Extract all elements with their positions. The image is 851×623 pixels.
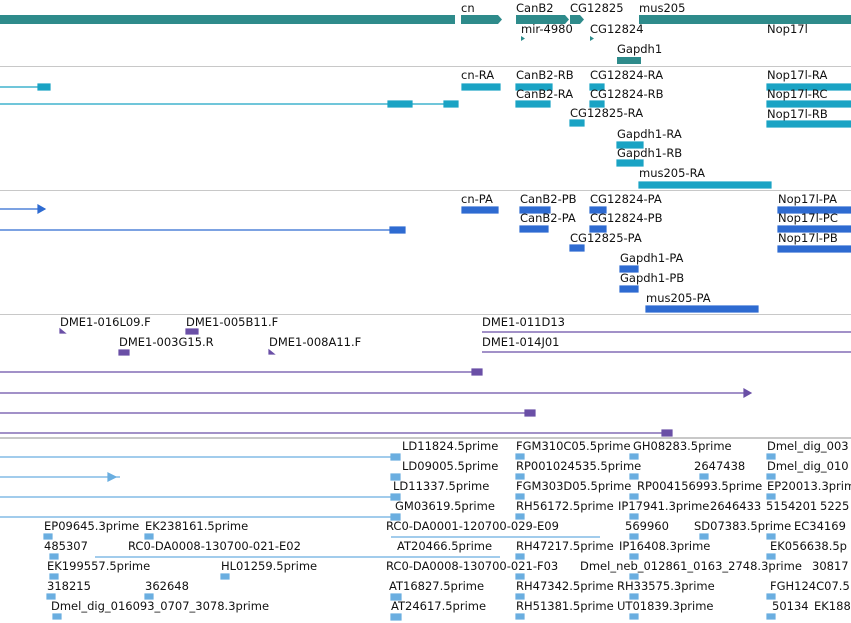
est-track [0, 438, 851, 623]
est-label[interactable]: 2647438 [694, 459, 746, 473]
est-features[interactable] [0, 453, 776, 621]
est-label[interactable]: FGM310C05.5prime [516, 439, 631, 453]
est-label[interactable]: 30817 [812, 559, 849, 573]
clone-label[interactable]: DME1-016L09.F [60, 315, 151, 329]
protein-label[interactable]: Nop17l-PC [778, 211, 838, 225]
est-label[interactable]: EC34169 [794, 519, 846, 533]
gene-label-gapdh1[interactable]: Gapdh1 [617, 42, 663, 56]
est-label[interactable]: 50134 [772, 599, 809, 613]
est-label[interactable]: RH47342.5prime [516, 579, 614, 593]
est-label[interactable]: FGH124C07.5 [770, 579, 850, 593]
protein-label[interactable]: mus205-PA [646, 291, 711, 305]
est-label[interactable]: EP09645.3prime [44, 519, 140, 533]
est-label[interactable]: EK199557.5prime [47, 559, 151, 573]
est-label[interactable]: GH08283.5prime [633, 439, 732, 453]
protein-features[interactable] [0, 203, 851, 313]
est-label[interactable]: Dmel_dig_016093_0707_3078.3prime [51, 599, 270, 613]
est-label[interactable]: 362648 [145, 579, 189, 593]
est-label[interactable]: RP004156993.5prime [637, 479, 763, 493]
est-label[interactable]: RH51381.5prime [516, 599, 614, 613]
est-label[interactable]: RH47217.5prime [516, 539, 614, 553]
est-label[interactable]: IP16408.3prime [619, 539, 711, 553]
protein-label[interactable]: cn-PA [461, 192, 493, 206]
clone-label[interactable]: DME1-014J01 [482, 335, 560, 349]
transcript-label[interactable]: CanB2-RA [516, 87, 574, 101]
clone-label[interactable]: DME1-003G15.R [119, 335, 214, 349]
est-label[interactable]: 318215 [47, 579, 91, 593]
est-label[interactable]: Dmel_dig_003 [767, 439, 849, 453]
est-label[interactable]: RC0-DA0008-130700-021-E02 [128, 539, 301, 553]
transcript-label[interactable]: Nop17l-RA [767, 68, 828, 82]
protein-label[interactable]: Nop17l-PA [778, 192, 837, 206]
est-label[interactable]: 485307 [44, 539, 88, 553]
transcript-label[interactable]: CanB2-RB [516, 68, 574, 82]
transcript-label[interactable]: Nop17l-RC [767, 87, 828, 101]
protein-label[interactable]: CG12824-PA [590, 192, 662, 206]
est-label[interactable]: EK238161.5prime [145, 519, 249, 533]
gene-label-mus205[interactable]: mus205 [639, 1, 686, 15]
est-label[interactable]: RP001024535.5prime [516, 459, 642, 473]
est-label[interactable]: 2646433 [710, 499, 762, 513]
est-label[interactable]: Dmel_neb_012861_0163_2748.3prime [580, 559, 802, 573]
clone-label[interactable]: DME1-008A11.F [269, 335, 362, 349]
gene-label-cg12825[interactable]: CG12825 [570, 1, 624, 15]
protein-label[interactable]: Nop17l-PB [778, 231, 838, 245]
protein-label[interactable]: CanB2-PA [520, 211, 576, 225]
transcript-features[interactable] [0, 83, 851, 189]
est-label[interactable]: RC0-DA0008-130700-021-F03 [386, 559, 559, 573]
est-label[interactable]: AT24617.5prime [391, 599, 487, 613]
est-label[interactable]: SD07383.5prime [694, 519, 792, 533]
est-label[interactable]: AT16827.5prime [389, 579, 485, 593]
est-label[interactable]: EK188 [814, 599, 851, 613]
est-label[interactable]: HL01259.5prime [221, 559, 318, 573]
est-label[interactable]: 5225 [820, 499, 850, 513]
est-label[interactable]: AT20466.5prime [397, 539, 493, 553]
est-label[interactable]: 5154201 [766, 499, 818, 513]
est-label[interactable]: LD11824.5prime [402, 439, 499, 453]
transcript-label[interactable]: cn-RA [461, 68, 495, 82]
est-label[interactable]: FGM303D05.5prime [516, 479, 632, 493]
est-label[interactable]: GM03619.5prime [395, 499, 495, 513]
gene-label-nop17l[interactable]: Nop17l [767, 22, 808, 36]
clone-label[interactable]: DME1-011D13 [482, 315, 565, 329]
protein-label[interactable]: CanB2-PB [520, 192, 577, 206]
est-label[interactable]: LD09005.5prime [402, 459, 499, 473]
est-label[interactable]: UT01839.3prime [617, 599, 714, 613]
est-label[interactable]: LD11337.5prime [393, 479, 490, 493]
gene-label-cg12824[interactable]: CG12824 [590, 22, 644, 36]
protein-label[interactable]: CG12824-PB [590, 211, 663, 225]
transcript-label[interactable]: Gapdh1-RA [617, 127, 682, 141]
protein-label[interactable]: CG12825-PA [570, 231, 642, 245]
est-label[interactable]: RH56172.5prime [516, 499, 614, 513]
est-label[interactable]: Dmel_dig_010 [767, 459, 849, 473]
clone-label[interactable]: DME1-005B11.F [186, 315, 279, 329]
est-label[interactable]: RH33575.3prime [617, 579, 715, 593]
transcript-label[interactable]: CG12824-RB [590, 87, 664, 101]
gene-label-canb2[interactable]: CanB2 [516, 1, 554, 15]
gene-label-cn[interactable]: cn [461, 1, 475, 15]
est-label[interactable]: IP17941.3prime [618, 499, 710, 513]
transcript-label[interactable]: mus205-RA [639, 166, 705, 180]
est-label[interactable]: EP20013.3prime [767, 479, 851, 493]
transcript-label[interactable]: CG12824-RA [590, 68, 664, 82]
transcript-label[interactable]: Nop17l-RB [767, 107, 828, 121]
clone-features[interactable] [0, 327, 851, 437]
protein-label[interactable]: Gapdh1-PB [620, 271, 685, 285]
transcript-label[interactable]: Gapdh1-RB [617, 146, 683, 160]
transcript-label[interactable]: CG12825-RA [570, 106, 644, 120]
est-label[interactable]: 569960 [625, 519, 669, 533]
gene-features[interactable] [0, 15, 851, 64]
gene-label-mir4980[interactable]: mir-4980 [521, 22, 573, 36]
est-label[interactable]: RC0-DA0001-120700-029-E09 [386, 519, 559, 533]
est-label[interactable]: EK056638.5p [770, 539, 847, 553]
protein-label[interactable]: Gapdh1-PA [620, 251, 684, 265]
